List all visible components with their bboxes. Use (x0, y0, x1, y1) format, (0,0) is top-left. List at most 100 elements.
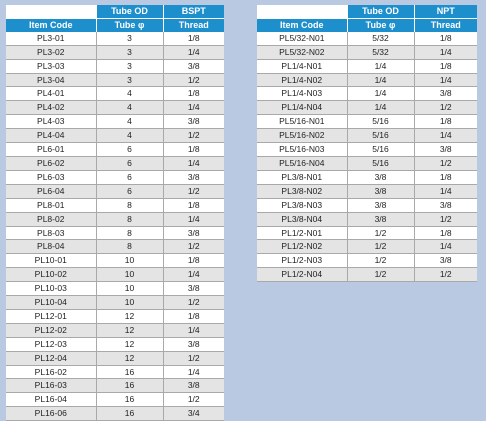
thread-cell: 1/4 (162, 323, 224, 338)
thread-cell: 3/8 (162, 170, 224, 185)
tube-diameter-column-header: Tube φ (95, 17, 163, 32)
item-code-cell: PL16-04 (6, 392, 96, 408)
tube-diameter-cell: 16 (95, 406, 163, 421)
thread-cell: 1/2 (162, 239, 224, 255)
tube-diameter-cell: 1/2 (346, 226, 414, 241)
table-row: PL16-03 16 3/8 (6, 378, 224, 394)
tube-diameter-cell: 6 (95, 142, 163, 157)
tube-od-header: Tube OD (95, 5, 163, 19)
table-row: PL5/16-N02 5/16 1/4 (257, 128, 477, 144)
tube-diameter-cell: 3 (95, 31, 163, 46)
item-code-cell: PL10-04 (6, 295, 96, 310)
table-row: PL3-01 3 1/8 (6, 31, 224, 46)
tube-diameter-cell: 3/8 (346, 170, 414, 185)
table-row: PL4-04 4 1/2 (6, 128, 224, 144)
thread-cell: 1/4 (413, 128, 477, 144)
tube-diameter-cell: 3/8 (346, 212, 414, 227)
thread-cell: 1/2 (162, 73, 224, 88)
tube-od-header: Tube OD (346, 5, 414, 19)
tube-diameter-cell: 1/4 (346, 86, 414, 102)
thread-cell: 1/2 (413, 212, 477, 227)
tube-diameter-cell: 3 (95, 45, 163, 60)
item-code-cell: PL16-02 (6, 365, 96, 380)
tube-diameter-cell: 8 (95, 239, 163, 255)
item-code-cell: PL4-01 (6, 86, 96, 102)
thread-cell: 1/8 (162, 309, 224, 324)
thread-cell: 3/8 (413, 86, 477, 102)
table-row: PL3/8-N02 3/8 1/4 (257, 184, 477, 199)
item-code-cell: PL5/32-N02 (257, 45, 347, 60)
tube-diameter-cell: 12 (95, 309, 163, 324)
thread-cell: 3/8 (162, 281, 224, 297)
item-code-cell: PL1/4-N04 (257, 100, 347, 116)
table-row: PL16-02 16 1/4 (6, 365, 224, 380)
item-code-cell: PL3-01 (6, 31, 96, 46)
thread-column-header: Thread (413, 17, 477, 32)
item-code-cell: PL3/8-N04 (257, 212, 347, 227)
table-row: PL1/2-N03 1/2 3/8 (257, 253, 477, 269)
thread-cell: 1/4 (413, 239, 477, 255)
tube-diameter-cell: 5/16 (346, 156, 414, 171)
thread-cell: 3/8 (162, 114, 224, 130)
tube-diameter-cell: 12 (95, 351, 163, 366)
table-row: PL1/2-N04 1/2 1/2 (257, 267, 477, 283)
item-code-cell: PL8-03 (6, 226, 96, 241)
item-code-cell: PL6-01 (6, 142, 96, 157)
table-row: PL4-02 4 1/4 (6, 100, 224, 116)
tube-diameter-cell: 12 (95, 337, 163, 352)
thread-cell: 1/2 (162, 392, 224, 408)
thread-cell: 1/8 (162, 142, 224, 157)
tube-diameter-cell: 10 (95, 253, 163, 269)
table-row: PL3-03 3 3/8 (6, 59, 224, 74)
thread-cell: 1/4 (162, 45, 224, 60)
tube-diameter-cell: 8 (95, 212, 163, 227)
bspt-table: Tube OD BSPT Item Code Tube φ Thread PL3… (6, 5, 224, 421)
item-code-cell: PL8-01 (6, 198, 96, 213)
item-code-cell: PL1/4-N03 (257, 86, 347, 102)
header-blank (257, 5, 347, 19)
thread-cell: 3/4 (162, 406, 224, 421)
item-code-cell: PL12-03 (6, 337, 96, 352)
tube-diameter-cell: 5/32 (346, 31, 414, 46)
item-code-cell: PL1/2-N03 (257, 253, 347, 269)
thread-cell: 1/2 (162, 295, 224, 310)
table-row: PL6-03 6 3/8 (6, 170, 224, 185)
thread-cell: 1/2 (162, 184, 224, 199)
thread-cell: 1/4 (162, 212, 224, 227)
item-code-cell: PL8-02 (6, 212, 96, 227)
table-row: PL3-02 3 1/4 (6, 45, 224, 60)
item-code-column-header: Item Code (257, 17, 347, 32)
thread-cell: 3/8 (162, 226, 224, 241)
item-code-cell: PL6-04 (6, 184, 96, 199)
item-code-cell: PL1/2-N02 (257, 239, 347, 255)
thread-cell: 3/8 (413, 253, 477, 269)
item-code-cell: PL3/8-N02 (257, 184, 347, 199)
table-row: PL1/2-N01 1/2 1/8 (257, 226, 477, 241)
item-code-cell: PL10-01 (6, 253, 96, 269)
tube-diameter-cell: 4 (95, 100, 163, 116)
item-code-cell: PL16-03 (6, 378, 96, 394)
thread-cell: 1/8 (162, 86, 224, 102)
item-code-cell: PL12-01 (6, 309, 96, 324)
tube-diameter-cell: 12 (95, 323, 163, 338)
item-code-cell: PL4-04 (6, 128, 96, 144)
thread-cell: 1/8 (413, 31, 477, 46)
npt-header: NPT (413, 5, 477, 19)
item-code-cell: PL1/2-N04 (257, 267, 347, 283)
tube-diameter-cell: 3 (95, 59, 163, 74)
tube-diameter-cell: 1/2 (346, 239, 414, 255)
item-code-cell: PL4-02 (6, 100, 96, 116)
item-code-cell: PL3-02 (6, 45, 96, 60)
item-code-cell: PL5/32-N01 (257, 31, 347, 46)
table-row: PL1/4-N01 1/4 1/8 (257, 59, 477, 74)
table-row: PL3/8-N01 3/8 1/8 (257, 170, 477, 185)
table-row: PL1/4-N03 1/4 3/8 (257, 86, 477, 102)
table-row: PL12-04 12 1/2 (6, 351, 224, 366)
table-row: PL5/16-N01 5/16 1/8 (257, 114, 477, 130)
tube-diameter-cell: 5/32 (346, 45, 414, 60)
bspt-table-body: PL3-01 3 1/8 PL3-02 3 1/4 PL3-03 3 3/8 PL3-04 3 1/2… (6, 31, 224, 421)
table-row: PL4-01 4 1/8 (6, 86, 224, 102)
tube-diameter-cell: 1/2 (346, 253, 414, 269)
thread-cell: 3/8 (162, 337, 224, 352)
thread-column-header: Thread (162, 17, 224, 32)
